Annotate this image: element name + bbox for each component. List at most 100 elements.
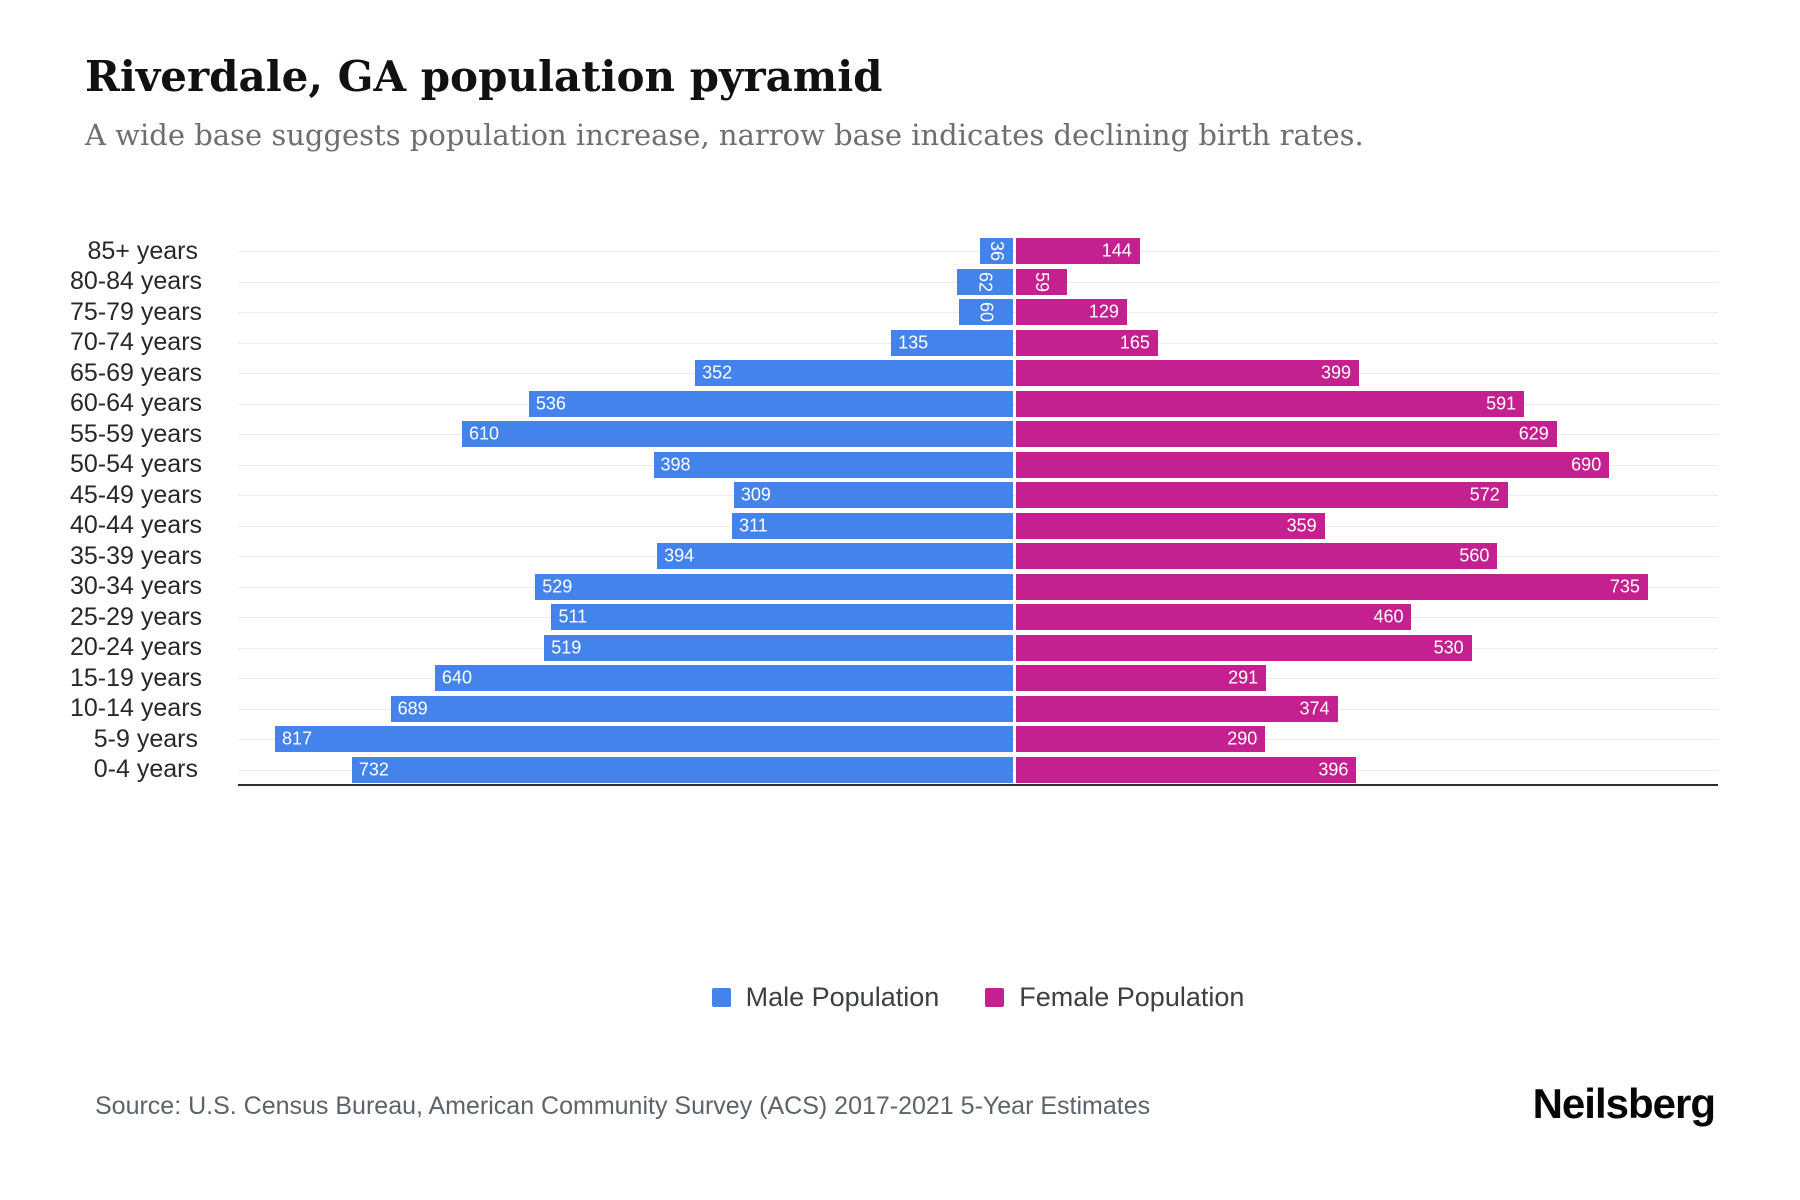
female-bar-area: 374: [1013, 694, 1718, 725]
female-bar[interactable]: 291: [1016, 665, 1267, 692]
male-bar-area: 817: [238, 724, 1013, 755]
age-group-label: 50-54 years: [70, 450, 203, 479]
pyramid-row: 70-74 years 135 165: [70, 328, 1718, 359]
age-group-label: 40-44 years: [70, 511, 203, 540]
male-bar[interactable]: 817: [275, 726, 1013, 753]
male-bar[interactable]: 62: [957, 268, 1013, 295]
female-bar[interactable]: 374: [1016, 695, 1338, 722]
female-bar[interactable]: 572: [1016, 482, 1508, 509]
male-bar-area: 62: [238, 267, 1013, 298]
age-group-label: 25-29 years: [70, 602, 203, 631]
female-bar-area: 591: [1013, 389, 1718, 420]
pyramid-row: 10-14 years 689 374: [70, 694, 1718, 725]
female-value-label: 560: [1459, 545, 1490, 566]
age-group-label: 70-74 years: [70, 328, 203, 357]
female-bar-area: 359: [1013, 511, 1718, 542]
female-bar[interactable]: 690: [1016, 451, 1610, 478]
male-bar[interactable]: 519: [544, 634, 1013, 661]
female-value-label: 291: [1228, 667, 1259, 688]
male-bar[interactable]: 394: [657, 543, 1013, 570]
age-group-label: 60-64 years: [70, 389, 203, 418]
female-bar[interactable]: 399: [1016, 360, 1360, 387]
pyramid-row: 40-44 years 311 359: [70, 511, 1718, 542]
female-value-label: 530: [1433, 637, 1464, 658]
male-bar[interactable]: 689: [390, 695, 1013, 722]
female-bar[interactable]: 359: [1016, 512, 1325, 539]
pyramid-row: 30-34 years 529 735: [70, 572, 1718, 603]
female-bar-area: 572: [1013, 480, 1718, 511]
male-value-label: 62: [975, 271, 996, 292]
male-swatch-icon: [711, 988, 731, 1007]
pyramid-row: 20-24 years 519 530: [70, 633, 1718, 664]
legend-item-male: Male Population: [711, 982, 940, 1013]
male-bar-area: 311: [238, 511, 1013, 542]
female-bar[interactable]: 129: [1016, 299, 1127, 326]
male-bar[interactable]: 36: [980, 238, 1013, 265]
male-value-label: 36: [987, 241, 1008, 262]
x-axis-line: [238, 784, 1718, 786]
male-bar-area: 352: [238, 358, 1013, 389]
pyramid-row: 75-79 years 60 129: [70, 297, 1718, 328]
female-value-label: 396: [1318, 759, 1349, 780]
age-group-label: 45-49 years: [70, 480, 203, 509]
male-bar-area: 610: [238, 419, 1013, 450]
male-bar[interactable]: 536: [528, 390, 1013, 417]
age-group-label: 5-9 years: [93, 724, 198, 753]
male-value-label: 640: [441, 667, 472, 688]
female-bar[interactable]: 591: [1016, 390, 1525, 417]
female-bar[interactable]: 460: [1016, 604, 1412, 631]
legend-male-label: Male Population: [745, 982, 940, 1012]
male-bar-area: 394: [238, 541, 1013, 572]
female-value-label: 399: [1320, 362, 1352, 383]
female-value-label: 129: [1088, 301, 1119, 322]
female-bar-area: 129: [1013, 297, 1718, 328]
male-bar[interactable]: 529: [535, 573, 1013, 600]
female-bar[interactable]: 165: [1016, 329, 1158, 356]
female-value-label: 144: [1101, 240, 1132, 261]
pyramid-row: 65-69 years 352 399: [70, 358, 1718, 389]
female-value-label: 374: [1299, 698, 1330, 719]
male-value-label: 689: [397, 698, 428, 719]
female-bar[interactable]: 59: [1016, 268, 1067, 295]
male-bar[interactable]: 732: [351, 756, 1013, 783]
legend-item-female: Female Population: [985, 982, 1244, 1013]
female-bar-area: 291: [1013, 663, 1718, 694]
male-bar[interactable]: 640: [434, 665, 1013, 692]
female-bar[interactable]: 144: [1016, 238, 1140, 265]
male-bar[interactable]: 610: [462, 421, 1013, 448]
female-bar[interactable]: 290: [1016, 726, 1266, 753]
male-bar-area: 529: [238, 572, 1013, 603]
male-value-label: 135: [898, 332, 929, 353]
female-bar-area: 165: [1013, 328, 1718, 359]
male-bar[interactable]: 60: [958, 299, 1013, 326]
age-group-label: 75-79 years: [70, 297, 203, 326]
male-bar[interactable]: 398: [653, 451, 1013, 478]
male-value-label: 529: [542, 576, 573, 597]
age-group-label: 55-59 years: [70, 419, 203, 448]
female-value-label: 290: [1227, 728, 1258, 749]
female-bar[interactable]: 560: [1016, 543, 1498, 570]
age-group-label: 85+ years: [87, 236, 199, 265]
male-bar[interactable]: 511: [551, 604, 1013, 631]
male-value-label: 732: [358, 759, 389, 780]
female-bar[interactable]: 629: [1016, 421, 1557, 448]
female-bar-area: 460: [1013, 602, 1718, 633]
male-value-label: 536: [535, 393, 566, 414]
male-value-label: 394: [664, 545, 695, 566]
male-bar[interactable]: 135: [891, 329, 1013, 356]
female-bar[interactable]: 396: [1016, 756, 1357, 783]
pyramid-row: 80-84 years 62 59: [70, 267, 1718, 298]
age-group-label: 30-34 years: [70, 572, 203, 601]
male-bar[interactable]: 311: [732, 512, 1013, 539]
female-bar[interactable]: 735: [1016, 573, 1648, 600]
female-bar[interactable]: 530: [1016, 634, 1472, 661]
pyramid-row: 25-29 years 511 460: [70, 602, 1718, 633]
female-bar-area: 59: [1013, 267, 1718, 298]
male-bar[interactable]: 352: [695, 360, 1013, 387]
pyramid-row: 55-59 years 610 629: [70, 419, 1718, 450]
male-value-label: 817: [282, 728, 313, 749]
age-group-label: 35-39 years: [70, 541, 203, 570]
male-bar-area: 519: [238, 633, 1013, 664]
male-bar[interactable]: 309: [733, 482, 1013, 509]
